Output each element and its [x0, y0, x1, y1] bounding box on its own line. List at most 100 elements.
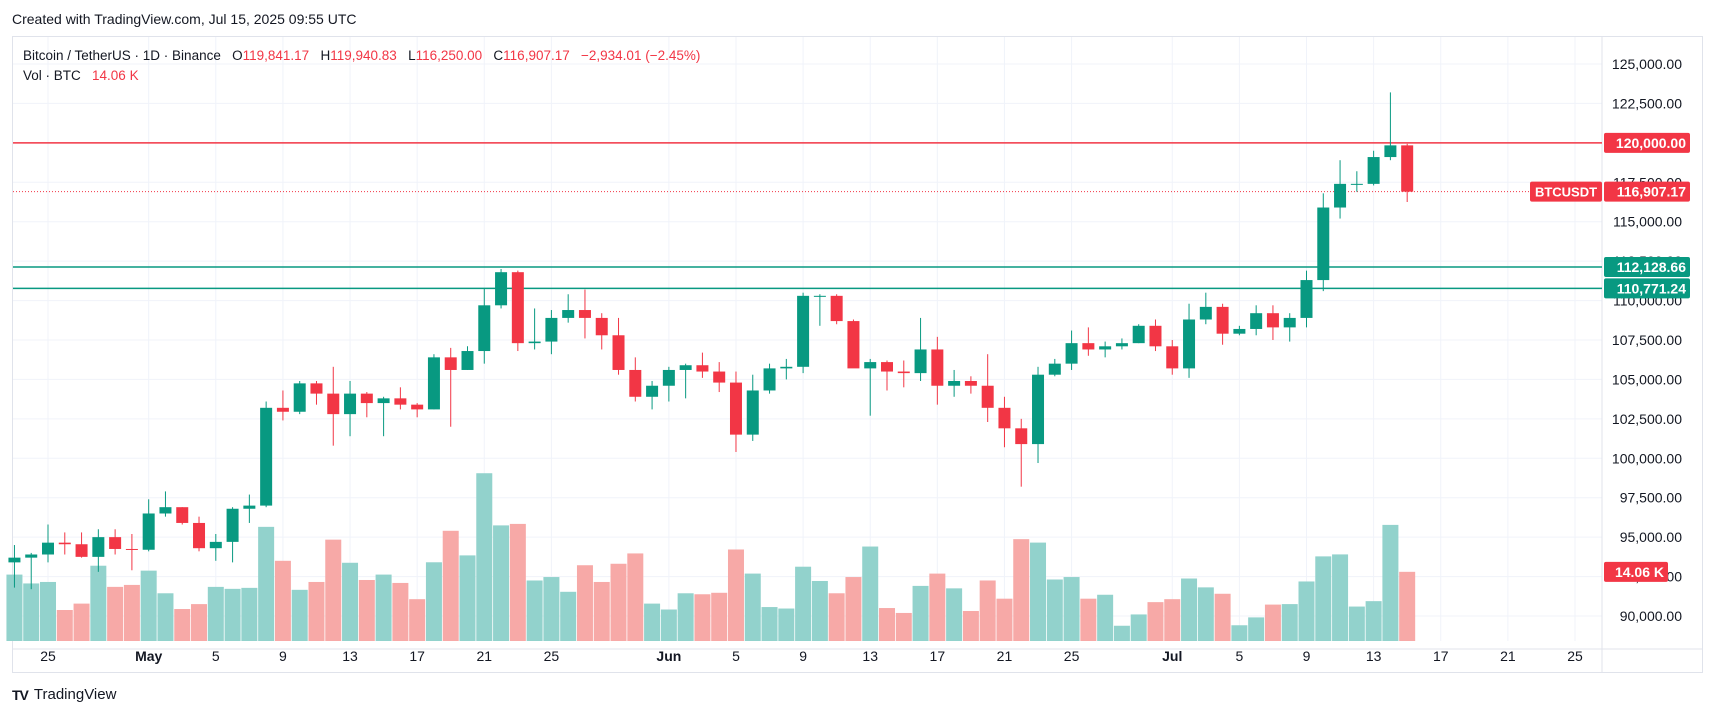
candle-body [998, 407, 1011, 429]
tradingview-logo-icon[interactable]: TV [12, 686, 29, 703]
x-tick-label: 9 [279, 648, 287, 664]
x-tick-label: 25 [1064, 648, 1080, 664]
price-level-tag-bg [1604, 256, 1690, 277]
candle-body [595, 317, 608, 336]
x-tick-label: 25 [1567, 648, 1583, 664]
volume-bar [576, 565, 593, 641]
candle-body [1350, 183, 1363, 185]
candle-body [545, 317, 558, 342]
volume-bar [1348, 606, 1365, 641]
volume-bar [795, 566, 812, 641]
volume-bar [1197, 587, 1214, 641]
chart-frame[interactable] [12, 36, 1703, 673]
volume-bar [107, 586, 124, 641]
candle-body [629, 369, 642, 397]
open-value: 119,841.17 [242, 48, 310, 63]
x-tick-label: 25 [544, 648, 560, 664]
volume-bar [23, 583, 40, 641]
volume-bar [1365, 601, 1382, 641]
volume-bar [543, 577, 560, 641]
price-level-tag-bg [1604, 132, 1690, 153]
volume-label[interactable]: Vol · BTC [23, 68, 81, 83]
candle-body [797, 295, 810, 367]
candle-body [1015, 428, 1028, 445]
volume-bar [40, 581, 56, 641]
horizontal-lines [13, 142, 1602, 290]
volume-bar [1147, 602, 1164, 641]
close-value: 116,907.17 [503, 48, 570, 63]
volume-bar [912, 585, 929, 641]
volume-bar [241, 587, 258, 641]
x-tick-label: 17 [409, 648, 425, 664]
volume-bar [929, 573, 946, 641]
y-tick-label: 115,000.00 [1613, 214, 1682, 230]
last-price-tag-bg [1604, 181, 1690, 202]
price-level-tag-label: 112,128.66 [1617, 259, 1687, 275]
candle-body [1401, 145, 1414, 192]
volume-bar [6, 574, 23, 641]
x-tick-label: 13 [342, 648, 358, 664]
candle-body [830, 295, 843, 322]
volume-bar [157, 593, 174, 641]
volume-bar [274, 560, 291, 641]
volume-bar [593, 581, 610, 641]
x-tick-label: 21 [997, 648, 1013, 664]
candle-body [411, 404, 424, 410]
volume-bar [1248, 617, 1265, 641]
candle-body [780, 366, 793, 369]
volume-bar [979, 580, 996, 641]
volume-bar [677, 593, 694, 641]
volume-bar [476, 473, 493, 641]
volume-bar [375, 574, 392, 641]
volume-bar [1382, 524, 1399, 641]
volume-bar [996, 598, 1013, 641]
volume-bar [493, 525, 510, 641]
candle-body [729, 382, 742, 435]
volume-bar [644, 603, 661, 641]
volume-bar [73, 603, 90, 641]
open-label: O [232, 48, 243, 63]
candle-body [42, 542, 54, 555]
x-tick-label: 13 [1366, 648, 1382, 664]
x-tick-label: 9 [799, 648, 807, 664]
volume-bar [526, 580, 543, 641]
candle-body [193, 522, 206, 549]
low-value: 116,250.00 [415, 48, 483, 63]
volume-bar [610, 563, 627, 641]
volume-bar [1264, 604, 1281, 641]
candle-body [612, 335, 625, 370]
volume-bar [224, 588, 241, 641]
volume-bar [258, 526, 275, 641]
price-level-tag-bg [1604, 278, 1690, 299]
symbol-description[interactable]: Bitcoin / TetherUS · 1D · Binance [23, 48, 221, 63]
candle-body [1250, 313, 1263, 329]
volume-bar [694, 594, 711, 641]
tradingview-brand[interactable]: TradingView [33, 686, 117, 703]
last-price-tag-label: 116,907.17 [1617, 184, 1687, 200]
volume-tag-bg [1604, 561, 1668, 582]
y-tick-label: 102,500.00 [1612, 411, 1682, 427]
candle-body [713, 371, 726, 383]
high-value: 119,940.83 [330, 48, 397, 63]
volume-bar [342, 562, 359, 641]
candle-body [1300, 280, 1313, 318]
volume-bar [358, 579, 375, 641]
candle-body [662, 369, 675, 386]
candle-body [763, 368, 776, 391]
candle-body [1266, 313, 1279, 328]
candle-body [1115, 343, 1128, 347]
volume-bar [560, 591, 577, 641]
volume-bar [207, 586, 224, 641]
volume-bar [425, 562, 442, 641]
volume-tag-label: 14.06 K [1615, 564, 1664, 580]
volume-bar [845, 577, 862, 641]
candle-body [1065, 343, 1078, 364]
volume-bar [191, 604, 208, 641]
candle-body [293, 383, 306, 412]
candle-body [1283, 317, 1296, 328]
y-tick-label: 125,000.00 [1612, 56, 1682, 72]
volume-value: 14.06 K [92, 68, 139, 83]
x-tick-label: 21 [476, 648, 492, 664]
candle-body [1149, 325, 1162, 347]
